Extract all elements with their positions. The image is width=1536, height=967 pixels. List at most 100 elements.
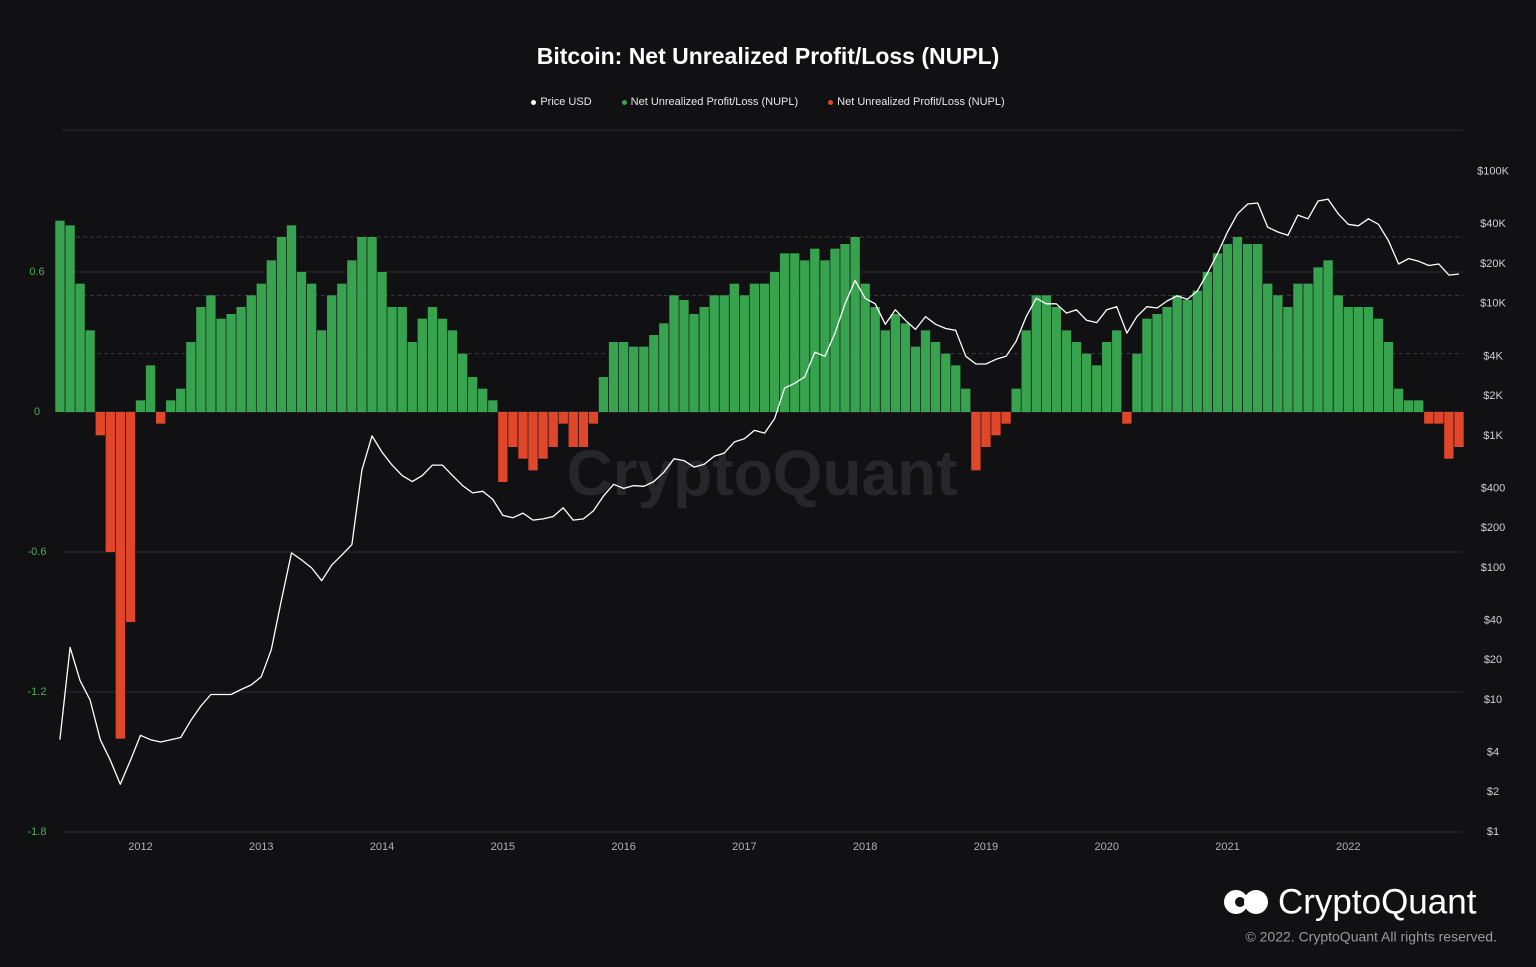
nupl-bar xyxy=(961,388,971,412)
nupl-bar xyxy=(558,412,568,424)
nupl-bar xyxy=(618,342,629,412)
chart-title: Bitcoin: Net Unrealized Profit/Loss (NUP… xyxy=(537,43,1000,69)
nupl-bar xyxy=(1434,412,1444,424)
nupl-bar xyxy=(971,412,981,471)
logo-icon xyxy=(1244,890,1268,914)
y2-tick-label: $2 xyxy=(1487,786,1499,798)
nupl-bar xyxy=(337,283,347,412)
watermark: CryptoQuant xyxy=(566,437,957,509)
nupl-bar xyxy=(1031,295,1041,412)
nupl-bar xyxy=(1172,295,1182,412)
nupl-bar xyxy=(276,237,287,412)
nupl-bar xyxy=(1232,237,1243,412)
y-tick-label: -1.8 xyxy=(28,826,47,838)
nupl-bar xyxy=(1263,283,1273,412)
y2-tick-label: $40K xyxy=(1480,218,1506,230)
nupl-bar xyxy=(659,323,669,412)
nupl-bar xyxy=(941,353,951,412)
nupl-bar xyxy=(850,237,860,412)
y2-tick-label: $100K xyxy=(1477,166,1509,178)
nupl-bar xyxy=(75,283,85,412)
nupl-bar xyxy=(810,248,820,412)
nupl-bar xyxy=(437,318,448,412)
nupl-bar xyxy=(548,412,558,447)
nupl-bar xyxy=(800,260,810,412)
nupl-bar xyxy=(840,244,850,412)
nupl-bar xyxy=(951,365,961,412)
nupl-bar xyxy=(1011,388,1021,412)
nupl-bar xyxy=(729,283,740,412)
nupl-bar xyxy=(306,283,317,412)
nupl-bar xyxy=(920,330,931,412)
y2-tick-label: $40 xyxy=(1484,614,1502,626)
nupl-bar xyxy=(699,307,709,412)
price-line xyxy=(59,198,1460,785)
nupl-bar xyxy=(1383,342,1394,412)
nupl-bar xyxy=(820,260,830,412)
x-tick-label: 2019 xyxy=(974,841,998,853)
nupl-bar xyxy=(1454,412,1464,447)
nupl-bar xyxy=(1343,307,1353,412)
nupl-bar xyxy=(1242,244,1253,412)
axis-labels: -1.8 -1.2 -0.6 0 0.6 $1 $2 $4 $10 $20 $40 $100 $200 $… xyxy=(28,166,1510,853)
nupl-bar xyxy=(628,346,639,412)
nupl-bar xyxy=(830,248,840,412)
nupl-bar xyxy=(769,272,780,412)
nupl-bar xyxy=(508,412,518,447)
nupl-bar xyxy=(1414,400,1424,412)
y2-tick-label: $200 xyxy=(1481,522,1505,534)
nupl-bar xyxy=(1444,412,1454,459)
nupl-bar xyxy=(1212,253,1223,412)
nupl-bar xyxy=(176,388,186,412)
nupl-bar xyxy=(689,314,699,412)
nupl-bar xyxy=(347,260,357,412)
y2-tick-label: $20 xyxy=(1484,654,1502,666)
nupl-bar xyxy=(236,307,246,412)
nupl-bar xyxy=(1192,290,1202,412)
legend-label: Price USD xyxy=(540,96,592,108)
nupl-bar xyxy=(779,253,790,412)
nupl-bar xyxy=(930,342,941,412)
nupl-bar xyxy=(286,225,297,412)
nupl-bar xyxy=(327,295,337,412)
x-tick-label: 2014 xyxy=(370,841,394,853)
y2-tick-label: $1 xyxy=(1487,826,1499,838)
nupl-bar xyxy=(1001,412,1011,424)
nupl-bar xyxy=(216,318,226,412)
nupl-bar xyxy=(1293,283,1303,412)
x-tick-label: 2012 xyxy=(128,841,152,853)
legend-item[interactable]: Price USD xyxy=(531,96,592,108)
y-tick-label: -0.6 xyxy=(28,546,47,558)
nupl-bar xyxy=(85,330,95,412)
nupl-bar xyxy=(1353,307,1363,412)
logo-icon xyxy=(1235,897,1245,907)
brand-name: CryptoQuant xyxy=(1278,882,1477,921)
nupl-bar xyxy=(679,300,689,412)
nupl-bar xyxy=(880,330,890,412)
x-tick-label: 2017 xyxy=(732,841,756,853)
nupl-bar xyxy=(105,412,115,552)
nupl-bar xyxy=(246,295,256,412)
nupl-bar xyxy=(1102,342,1112,412)
nupl-bar xyxy=(759,283,770,412)
legend-item[interactable]: Net Unrealized Profit/Loss (NUPL) xyxy=(621,96,799,108)
nupl-bar xyxy=(1182,300,1192,412)
y2-tick-label: $10K xyxy=(1480,298,1506,310)
nupl-bar xyxy=(1333,295,1343,412)
nupl-bar xyxy=(528,412,538,471)
nupl-bar xyxy=(367,237,377,412)
nupl-bar xyxy=(1071,342,1082,412)
nupl-bar xyxy=(407,342,417,412)
legend-label: Net Unrealized Profit/Loss (NUPL) xyxy=(630,96,799,108)
nupl-bar xyxy=(387,307,397,412)
nupl-bar xyxy=(860,283,870,412)
nupl-bar xyxy=(991,412,1001,436)
nupl-bar xyxy=(467,377,478,412)
bars xyxy=(55,220,1464,739)
nupl-bar xyxy=(226,314,236,412)
y2-tick-label: $100 xyxy=(1481,562,1505,574)
nupl-bar xyxy=(447,330,458,412)
nupl-bar xyxy=(1081,353,1092,412)
nupl-bar xyxy=(256,283,266,412)
legend-item[interactable]: Net Unrealized Profit/Loss (NUPL) xyxy=(828,96,1005,108)
